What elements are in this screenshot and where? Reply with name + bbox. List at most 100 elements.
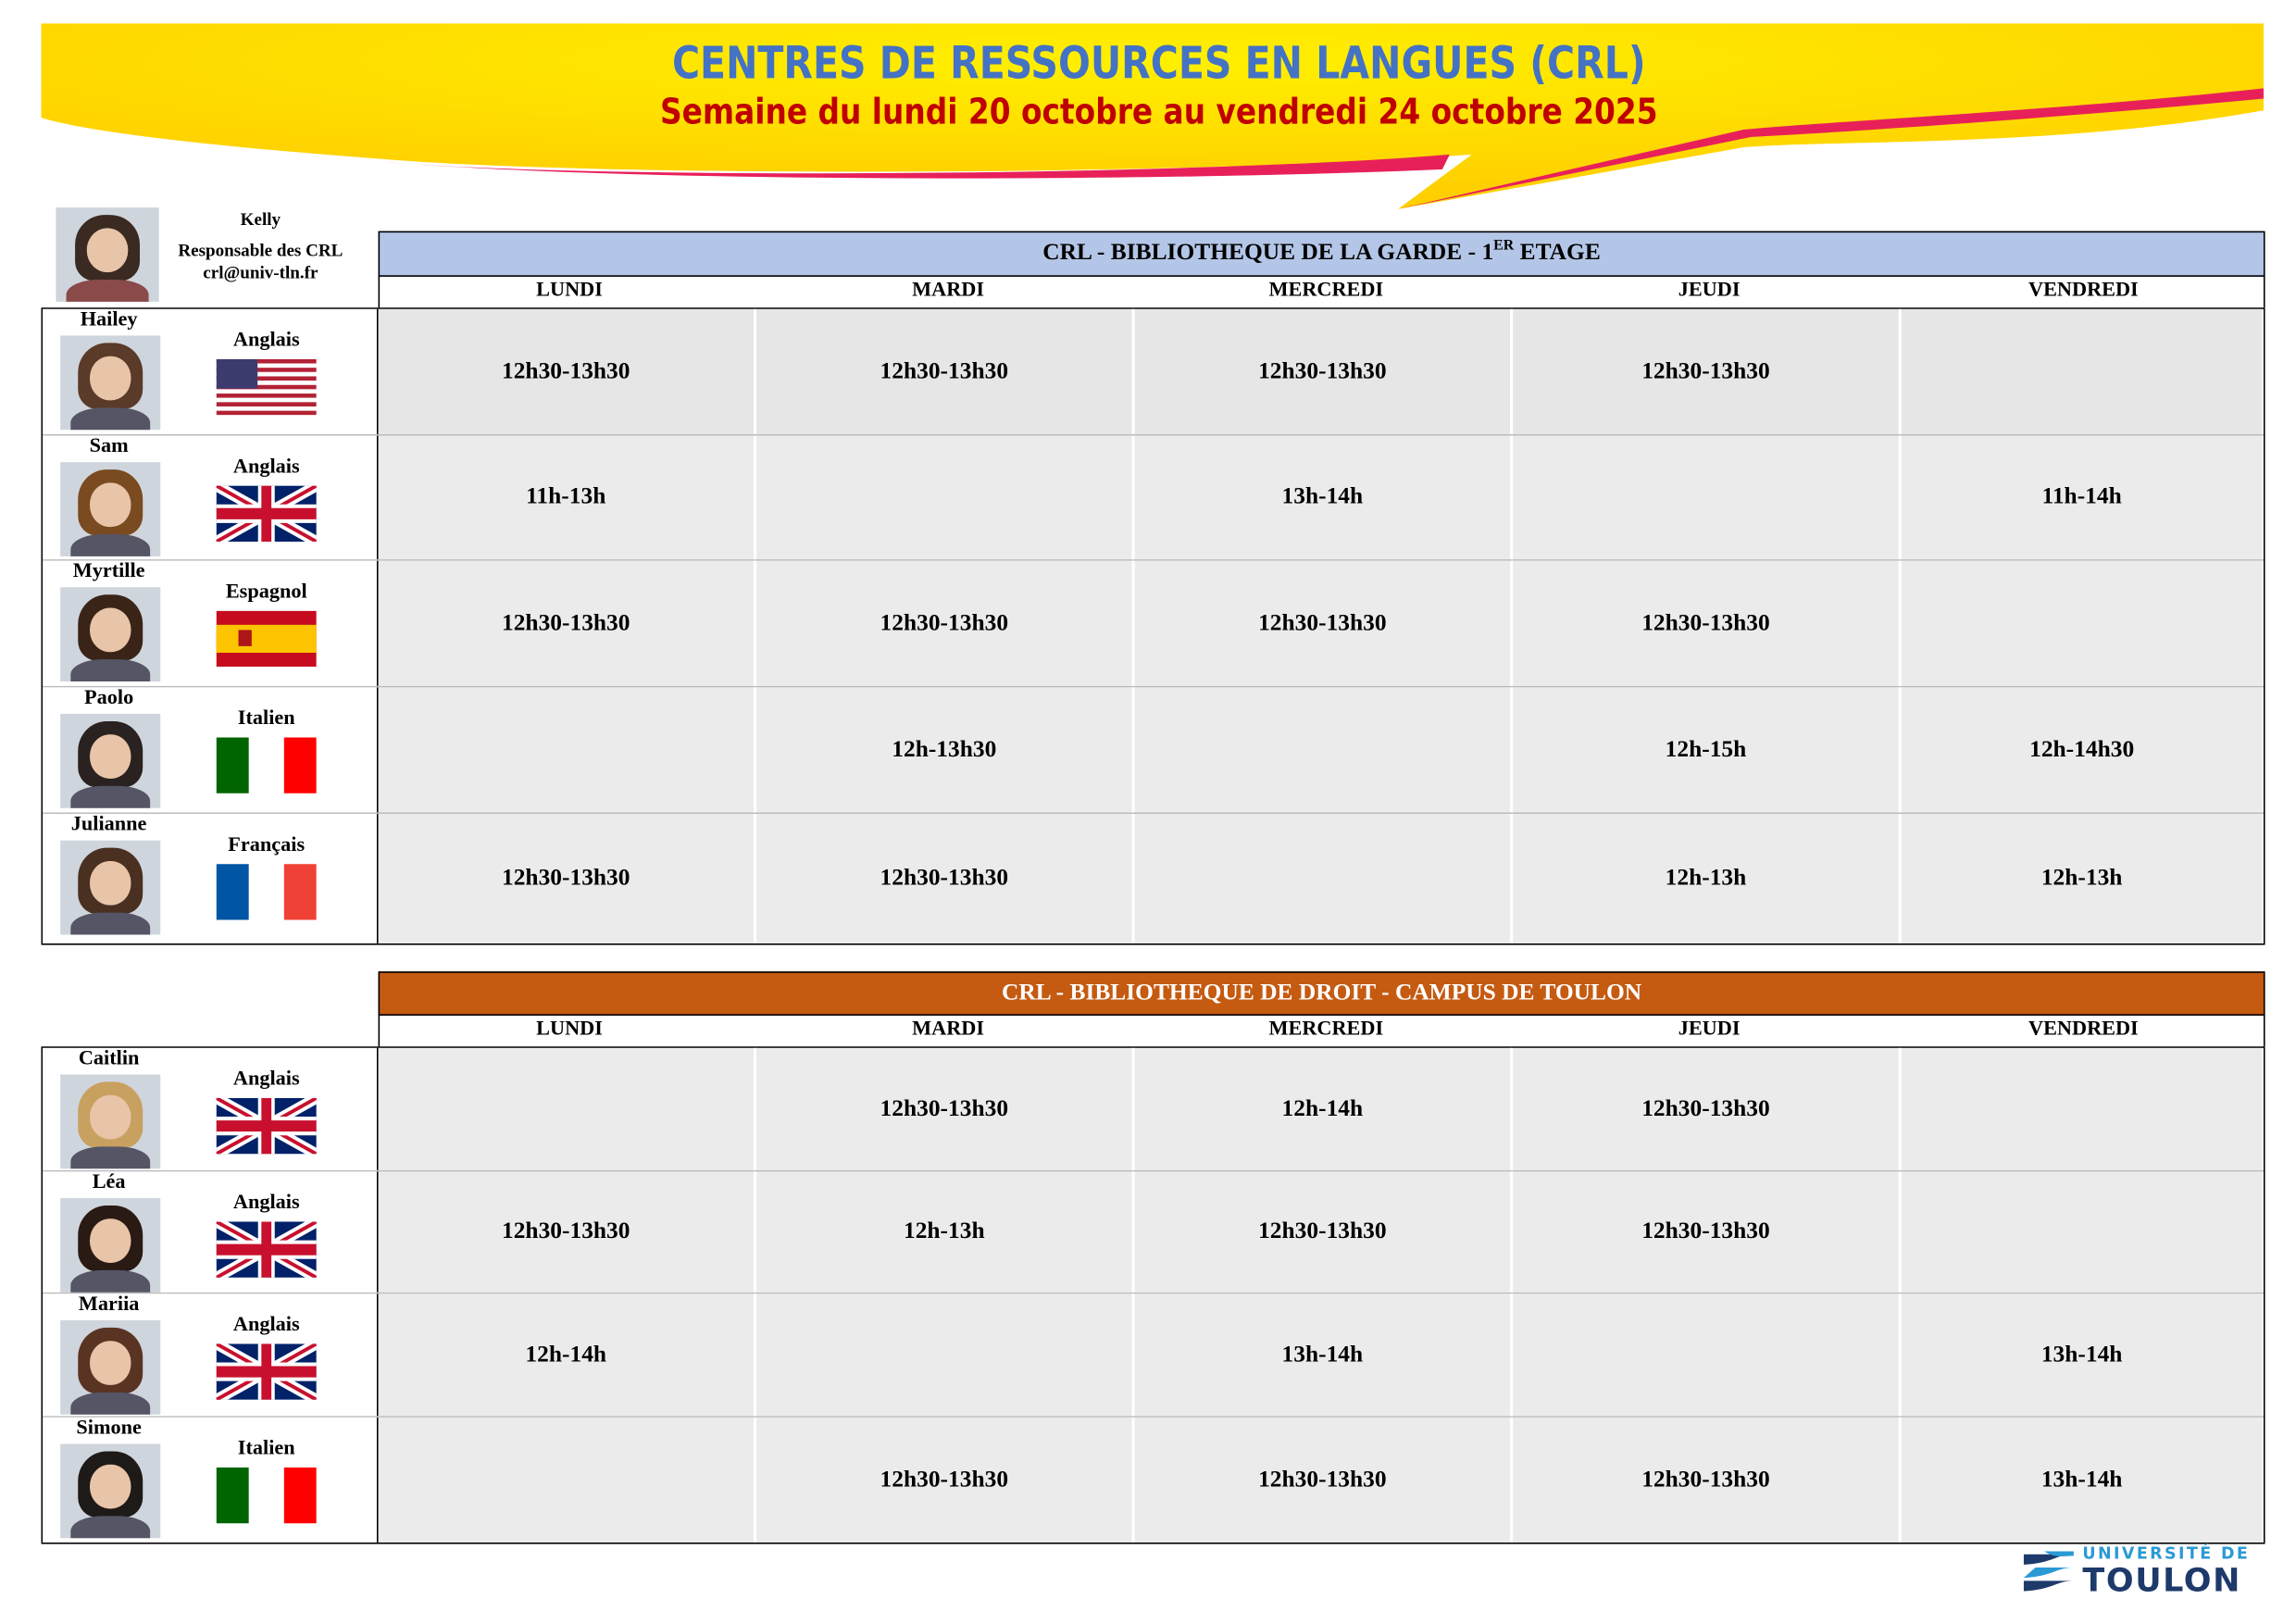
day-header-mardi: MARDI	[912, 280, 985, 302]
tutor-info: Mariia Anglais	[43, 1293, 379, 1417]
day-header-jeudi: JEUDI	[1678, 280, 1741, 302]
tutor-language: Anglais	[232, 1314, 300, 1337]
tutor-row: Sam Anglais 11h-13h 13h-14h 11h-14h	[43, 435, 2264, 561]
tutor-photo	[60, 1443, 161, 1539]
schedule-table: Caitlin Anglais 12h30-13h30 12h-14h 12h30-13…	[41, 1046, 2265, 1544]
slot-jeudi	[1513, 1293, 1902, 1417]
slot-mardi	[756, 435, 1135, 560]
tutor-row: Myrtille Espagnol 12h30-13h30 12h30-13h30 12…	[43, 560, 2264, 688]
tutor-photo	[60, 462, 161, 556]
tutor-name: Hailey	[80, 308, 138, 331]
slot-jeudi: 12h30-13h30	[1513, 1417, 1902, 1543]
day-header-row: LUNDI MARDI MERCREDI JEUDI VENDREDI	[378, 1014, 2265, 1047]
tutor-name: Mariia	[78, 1293, 140, 1317]
tutor-language: Français	[228, 834, 306, 857]
tutor-name: Caitlin	[78, 1047, 140, 1070]
logo-line1: UNIVERSITÉ DE	[2082, 1543, 2251, 1564]
section-title: CRL - BIBLIOTHEQUE DE LA GARDE - 1	[1042, 240, 1494, 266]
section-title: CRL - BIBLIOTHEQUE DE DROIT - CAMPUS DE …	[1001, 980, 1642, 1006]
slot-mardi: 12h30-13h30	[756, 308, 1135, 434]
tutor-name: Paolo	[84, 687, 134, 710]
slot-vendredi	[1901, 1171, 2263, 1293]
tutor-photo	[60, 587, 161, 682]
slot-vendredi	[1901, 1047, 2263, 1170]
slot-lundi: 12h-14h	[378, 1293, 757, 1417]
tutor-info: Caitlin Anglais	[43, 1047, 379, 1170]
day-header-mardi: MARDI	[912, 1018, 985, 1041]
tutor-info: Julianne Français	[43, 814, 379, 943]
slot-mercredi: 12h30-13h30	[1134, 560, 1514, 686]
tutor-photo	[60, 1198, 161, 1293]
page-title: CENTRES DE RESSOURCES EN LANGUES (CRL)	[671, 38, 1646, 90]
us-flag-icon	[216, 358, 317, 416]
day-header-lundi: LUNDI	[536, 1018, 603, 1041]
logo-line2: TOULON	[2082, 1563, 2241, 1601]
slot-mercredi: 12h30-13h30	[1134, 1171, 1514, 1293]
tutor-name: Léa	[92, 1171, 126, 1194]
manager-name: Kelly	[240, 208, 281, 230]
university-logo: UNIVERSITÉ DE TOULON	[2023, 1543, 2251, 1605]
slot-vendredi	[1901, 308, 2263, 434]
banner-background	[41, 23, 2264, 209]
day-header-row: LUNDI MARDI MERCREDI JEUDI VENDREDI	[378, 275, 2265, 308]
uk-flag-icon	[214, 1217, 319, 1283]
day-header-mercredi: MERCREDI	[1268, 1018, 1384, 1041]
slot-lundi: 12h30-13h30	[378, 560, 757, 686]
uk-flag-icon	[214, 1093, 319, 1159]
section-header: CRL - BIBLIOTHEQUE DE DROIT - CAMPUS DE …	[378, 971, 2265, 1016]
manager-email: crl@univ-tln.fr	[203, 261, 318, 283]
tutor-name: Julianne	[70, 814, 147, 836]
tutor-language: Italien	[237, 707, 295, 731]
tutor-info: Léa Anglais	[43, 1171, 379, 1293]
tutor-language: Anglais	[232, 456, 300, 479]
tutor-row: Paolo Italien 12h-13h30 12h-15h 12h-14h30	[43, 687, 2264, 815]
slot-vendredi: 13h-14h	[1901, 1417, 2263, 1543]
section-header: CRL - BIBLIOTHEQUE DE LA GARDE - 1ER ETA…	[378, 231, 2265, 277]
slot-mardi: 12h30-13h30	[756, 1417, 1135, 1543]
slot-vendredi: 13h-14h	[1901, 1293, 2263, 1417]
italy-flag-icon	[216, 1467, 317, 1524]
italy-flag-icon	[216, 737, 317, 793]
manager-photo	[56, 207, 159, 302]
day-header-vendredi: VENDREDI	[2028, 1018, 2139, 1041]
tutor-language: Italien	[237, 1438, 295, 1460]
tutor-photo	[60, 714, 161, 808]
slot-mercredi: 12h-14h	[1134, 1047, 1514, 1170]
tutor-photo	[60, 1074, 161, 1169]
tutor-info: Paolo Italien	[43, 687, 379, 813]
uk-flag-icon	[214, 1338, 319, 1405]
slot-mardi: 12h30-13h30	[756, 814, 1135, 943]
slot-mardi: 12h30-13h30	[756, 560, 1135, 686]
slot-jeudi: 12h-13h	[1513, 814, 1902, 943]
tutor-row: Hailey Anglais 12h30-13h30 12h30-13h30 12h30…	[43, 308, 2264, 436]
tutor-info: Simone Italien	[43, 1417, 379, 1543]
slot-mercredi: 13h-14h	[1134, 1293, 1514, 1417]
slot-jeudi: 12h-15h	[1513, 687, 1902, 813]
tutor-language: Anglais	[232, 1068, 300, 1091]
slot-vendredi	[1901, 560, 2263, 686]
tutor-name: Sam	[89, 435, 129, 458]
slot-lundi: 12h30-13h30	[378, 814, 757, 943]
day-header-mercredi: MERCREDI	[1268, 280, 1384, 302]
slot-jeudi: 12h30-13h30	[1513, 308, 1902, 434]
slot-vendredi: 12h-14h30	[1901, 687, 2263, 813]
slot-jeudi	[1513, 435, 1902, 560]
tutor-photo	[60, 335, 161, 431]
slot-lundi: 12h30-13h30	[378, 308, 757, 434]
uk-flag-icon	[214, 481, 319, 547]
slot-lundi	[378, 687, 757, 813]
tutor-photo	[60, 840, 161, 935]
france-flag-icon	[216, 864, 317, 920]
day-header-vendredi: VENDREDI	[2028, 280, 2139, 302]
tutor-language: Anglais	[232, 330, 300, 352]
slot-jeudi: 12h30-13h30	[1513, 560, 1902, 686]
section-title-sup: ER	[1493, 238, 1515, 255]
tutor-info: Hailey Anglais	[43, 308, 379, 434]
slot-jeudi: 12h30-13h30	[1513, 1047, 1902, 1170]
slot-mercredi	[1134, 814, 1514, 943]
slot-mardi: 12h30-13h30	[756, 1047, 1135, 1170]
slot-mardi: 12h-13h	[756, 1171, 1135, 1293]
slot-mercredi: 12h30-13h30	[1134, 308, 1514, 434]
slot-lundi: 12h30-13h30	[378, 1171, 757, 1293]
